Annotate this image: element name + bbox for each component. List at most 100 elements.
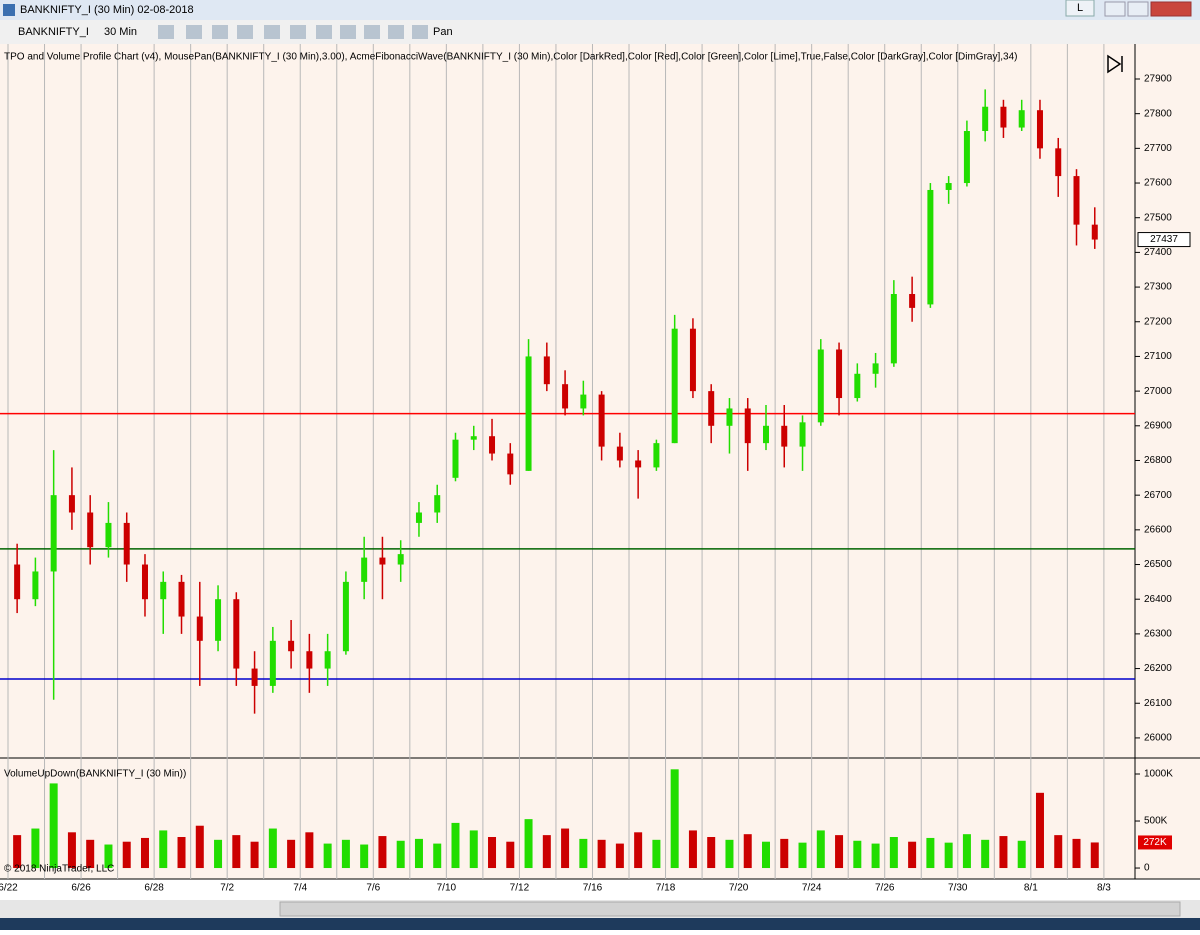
l-button-label[interactable]: L (1077, 2, 1083, 14)
volume-bar (1035, 792, 1044, 869)
last-volume-box (1138, 835, 1172, 850)
volume-bar (743, 834, 752, 869)
last-volume-label: 272K (1143, 837, 1167, 848)
x-tick-label: 7/12 (510, 883, 530, 894)
scroll-end-button[interactable] (1107, 54, 1123, 74)
candle-body (68, 495, 75, 513)
icon[interactable] (158, 25, 174, 39)
icon[interactable] (237, 25, 253, 39)
candle-body (689, 328, 696, 392)
volume-bar (761, 841, 770, 869)
candle-body (872, 363, 879, 374)
icon[interactable] (212, 25, 228, 39)
y-tick-label: 26500 (1144, 559, 1172, 570)
candle-body (306, 651, 313, 669)
icon[interactable] (264, 25, 280, 39)
candle-body (1073, 176, 1080, 225)
volume-bar (360, 844, 369, 869)
candle-body (580, 394, 587, 409)
volume-bar (13, 835, 22, 869)
candle-body (909, 294, 916, 308)
volume-bar (250, 841, 259, 869)
candle-body (836, 349, 843, 399)
candle-body (288, 640, 295, 652)
x-tick-label: 7/30 (948, 883, 968, 894)
maximize[interactable] (1127, 1, 1149, 17)
candle-body (434, 495, 441, 513)
copyright: © 2018 NinjaTrader, LLC (4, 864, 114, 875)
y-tick-label: 27600 (1144, 178, 1172, 189)
pan-button[interactable]: Pan (433, 26, 453, 38)
volume-bar (962, 834, 971, 869)
candle-body (635, 460, 642, 468)
icon[interactable] (388, 25, 404, 39)
y-tick-label: 26900 (1144, 420, 1172, 431)
volume-bar (140, 837, 149, 869)
last-price-box (1137, 232, 1191, 248)
volume-bar (214, 839, 223, 869)
volume-bar (835, 835, 844, 869)
candle-body (452, 439, 459, 478)
candle-body (507, 453, 514, 475)
volume-bar (469, 830, 478, 869)
y-tick-label: 500K (1144, 816, 1168, 827)
volume-bar (908, 841, 917, 869)
candle-body (854, 373, 861, 399)
x-tick-label: 7/2 (220, 883, 234, 894)
marks (0, 89, 1135, 869)
candle-body (671, 328, 678, 444)
candle-body (251, 668, 258, 686)
candle-body (1018, 110, 1025, 128)
candle-body (616, 446, 623, 461)
volume-bar (104, 844, 113, 869)
volume-title: VolumeUpDown(BANKNIFTY_I (30 Min)) (4, 769, 186, 780)
icon[interactable] (290, 25, 306, 39)
x-tick-label: 7/26 (875, 883, 895, 894)
candle-body (945, 183, 952, 190)
candle-body (1091, 224, 1098, 240)
x-tick-label: 7/24 (802, 883, 822, 894)
app-icon (3, 4, 15, 16)
volume-bar (1054, 835, 1063, 869)
volume-bar (652, 839, 661, 869)
icon[interactable] (340, 25, 356, 39)
title-bar (0, 0, 1200, 20)
volume-bar (86, 839, 95, 869)
close[interactable] (1150, 1, 1192, 17)
interval-select[interactable]: 30 Min (104, 26, 137, 38)
candle-body (32, 571, 39, 600)
volume-bar (561, 828, 570, 869)
volume-bar (780, 838, 789, 869)
minimize[interactable] (1104, 1, 1126, 17)
volume-bar (323, 843, 332, 869)
volume-bar (634, 832, 643, 869)
candle-body (141, 564, 148, 600)
icon[interactable] (186, 25, 202, 39)
volume-bar (816, 830, 825, 869)
volume-bar (268, 828, 277, 869)
l-button[interactable] (1065, 0, 1095, 17)
candle-body (653, 443, 660, 468)
candle-body (890, 294, 897, 364)
icon[interactable] (412, 25, 428, 39)
candle-body (415, 512, 422, 523)
x-tick-label: 7/6 (366, 883, 380, 894)
volume-bar (688, 830, 697, 869)
x-tick-label: 6/22 (0, 883, 18, 894)
candle-body (708, 391, 715, 426)
candle-body (543, 356, 550, 385)
volume-bar (31, 828, 40, 869)
icon[interactable] (316, 25, 332, 39)
candle-body (470, 436, 477, 440)
volume-bar (159, 830, 168, 869)
candle-body (1036, 110, 1043, 149)
icon[interactable] (364, 25, 380, 39)
scroll-thumb[interactable] (279, 901, 1181, 917)
instrument-select[interactable]: BANKNIFTY_I (18, 26, 89, 38)
candle-body (342, 581, 349, 652)
volume-bar (1090, 842, 1099, 869)
candle-body (14, 564, 21, 600)
volume-bar (49, 783, 58, 869)
candle-body (927, 189, 934, 305)
